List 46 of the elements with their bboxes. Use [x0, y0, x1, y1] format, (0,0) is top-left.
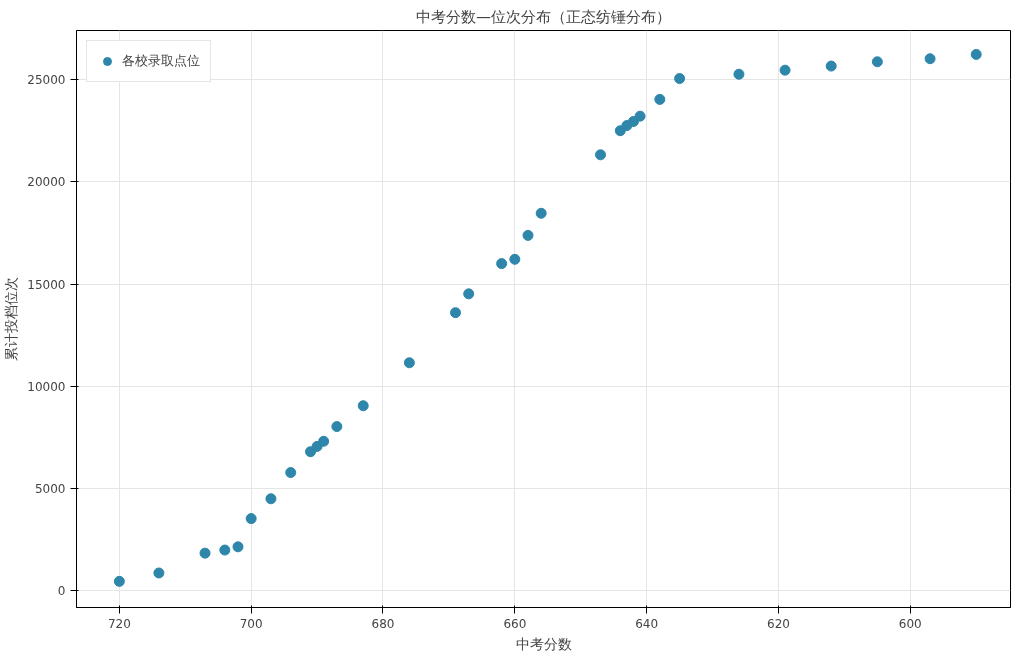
legend-label: 各校录取点位 — [122, 52, 200, 70]
y-axis-title: 累计投档位次 — [3, 277, 20, 361]
point — [924, 53, 936, 65]
point — [595, 149, 607, 161]
x-tick-label: 620 — [767, 616, 790, 631]
point — [403, 357, 415, 369]
x-axis-title: 中考分数 — [515, 635, 572, 652]
point — [450, 307, 461, 319]
y-tick-label: 15000 — [27, 277, 66, 292]
point — [463, 288, 475, 300]
point — [199, 547, 211, 559]
x-tick-label: 720 — [107, 616, 131, 631]
point — [219, 544, 231, 556]
point — [779, 64, 791, 76]
x-tick-label: 700 — [239, 616, 263, 631]
point — [634, 110, 646, 122]
point — [535, 207, 547, 219]
point — [733, 68, 745, 80]
y-tick-label: 20000 — [27, 175, 66, 190]
point — [245, 513, 257, 525]
point — [153, 567, 165, 579]
chart-title: 中考分数—位次分布（正态纺锤分布） — [416, 7, 671, 26]
point — [509, 253, 521, 265]
point — [496, 258, 508, 270]
y-tick-label: 5000 — [34, 482, 66, 497]
point — [825, 60, 837, 72]
point — [522, 229, 534, 241]
x-tick-label: 640 — [635, 616, 659, 631]
point — [871, 56, 883, 68]
point — [674, 73, 686, 85]
point — [318, 435, 330, 447]
point — [970, 48, 982, 60]
point — [285, 467, 297, 479]
point — [113, 575, 125, 587]
x-tick-label: 600 — [898, 616, 922, 631]
x-tick-label: 660 — [503, 616, 527, 631]
y-tick-label: 25000 — [27, 73, 66, 88]
point — [357, 400, 369, 412]
x-tick-label: 680 — [371, 616, 395, 631]
point — [331, 421, 343, 433]
y-tick-label: 0 — [57, 584, 66, 599]
point — [265, 493, 277, 505]
point — [232, 541, 244, 553]
point — [654, 93, 666, 105]
y-tick-label: 10000 — [27, 379, 66, 394]
point — [627, 116, 639, 127]
